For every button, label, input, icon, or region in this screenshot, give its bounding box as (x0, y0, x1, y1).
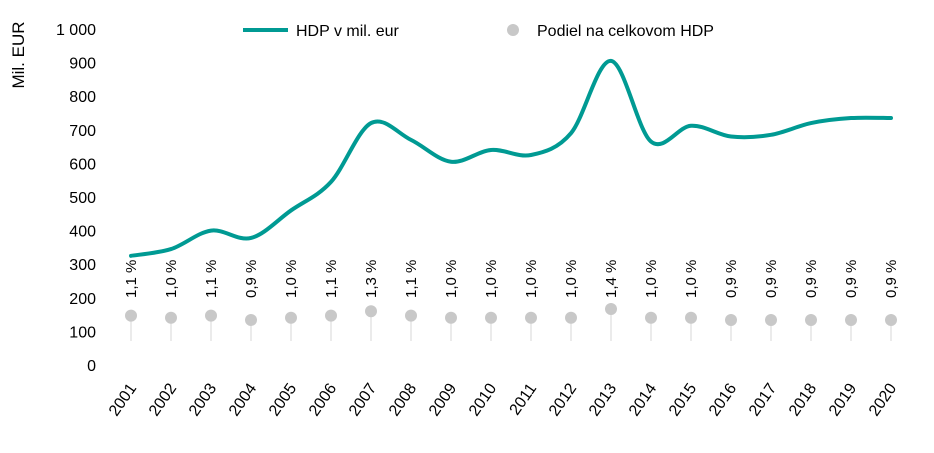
share-dot (485, 311, 497, 324)
x-tick-label: 2015 (666, 380, 700, 419)
x-tick-label: 2002 (146, 380, 180, 419)
x-tick-label: 2010 (466, 380, 500, 419)
share-dot (285, 311, 297, 324)
x-tick-label: 2011 (507, 380, 541, 418)
share-data-label: 0,9 % (723, 260, 740, 298)
share-data-label: 1,0 % (283, 260, 300, 298)
y-tick-label: 300 (69, 257, 96, 274)
share-data-label: 1,4 % (603, 260, 620, 298)
share-data-label: 1,0 % (683, 260, 700, 298)
y-tick-label: 0 (87, 358, 96, 375)
share-dot (605, 303, 617, 315)
y-tick-label: 800 (69, 89, 96, 106)
share-dot (445, 311, 457, 324)
share-data-label: 1,1 % (123, 260, 140, 298)
share-data-label: 1,0 % (443, 260, 460, 298)
y-tick-label: 100 (69, 324, 96, 341)
share-data-label: 0,9 % (243, 260, 260, 298)
share-dot (685, 311, 697, 324)
x-tick-label: 2013 (586, 380, 620, 419)
legend: HDP v mil. eur Podiel na celkovom HDP (243, 23, 714, 40)
share-dot (205, 309, 217, 322)
y-axis-label: Mil. EUR (9, 21, 28, 88)
x-tick-label: 2009 (426, 380, 460, 419)
share-dot (805, 314, 817, 326)
share-data-label: 1,0 % (643, 260, 660, 298)
y-tick-label: 700 (69, 123, 96, 140)
share-dot (245, 314, 257, 326)
share-dot (405, 309, 417, 322)
share-dot (125, 309, 137, 322)
x-tick-label: 2020 (866, 380, 900, 419)
x-tick-label: 2019 (826, 380, 860, 419)
x-tick-label: 2014 (626, 380, 660, 419)
y-tick-label: 600 (69, 156, 96, 173)
x-tick-label: 2017 (746, 380, 780, 419)
share-dot (885, 314, 897, 326)
share-dot (645, 311, 657, 324)
share-data-label: 1,0 % (523, 260, 540, 298)
share-data-label: 0,9 % (883, 260, 900, 298)
x-tick-label: 2004 (226, 380, 260, 419)
share-data-label: 1,1 % (323, 260, 340, 298)
share-data-label: 1,0 % (483, 260, 500, 298)
share-data-label: 0,9 % (803, 260, 820, 298)
x-tick-label: 2005 (266, 380, 300, 419)
share-data-label: 1,1 % (203, 260, 220, 298)
share-data-label: 1,3 % (363, 260, 380, 298)
x-tick-label: 2012 (546, 380, 580, 419)
series-line-hdp (129, 58, 893, 258)
x-tick-label: 2006 (306, 380, 340, 419)
share-data-label: 0,9 % (843, 260, 860, 298)
share-dot (725, 314, 737, 326)
x-tick-label: 2018 (786, 380, 820, 419)
x-tick-label: 2007 (346, 380, 380, 419)
share-dot (165, 311, 177, 324)
x-tick-label: 2008 (386, 380, 420, 419)
legend-label-podiel: Podiel na celkovom HDP (537, 23, 714, 40)
share-data-label: 0,9 % (763, 260, 780, 298)
share-data-label: 1,0 % (163, 260, 180, 298)
share-data-label: 1,1 % (403, 260, 420, 298)
share-dot (365, 305, 377, 318)
x-tick-label: 2001 (106, 380, 140, 419)
legend-label-hdp: HDP v mil. eur (296, 23, 400, 40)
y-tick-label: 1 000 (56, 22, 96, 39)
share-dot (525, 311, 537, 324)
x-tick-label: 2016 (706, 380, 740, 419)
y-tick-label: 500 (69, 190, 96, 207)
y-tick-label: 400 (69, 224, 96, 241)
y-tick-label: 200 (69, 291, 96, 308)
share-data-label: 1,0 % (563, 260, 580, 298)
share-dot (565, 311, 577, 324)
share-dot (765, 314, 777, 326)
legend-dot-swatch (507, 24, 519, 36)
share-dot (845, 314, 857, 326)
x-tick-label: 2003 (186, 380, 220, 419)
y-tick-label: 900 (69, 56, 96, 73)
share-dot (325, 309, 337, 322)
